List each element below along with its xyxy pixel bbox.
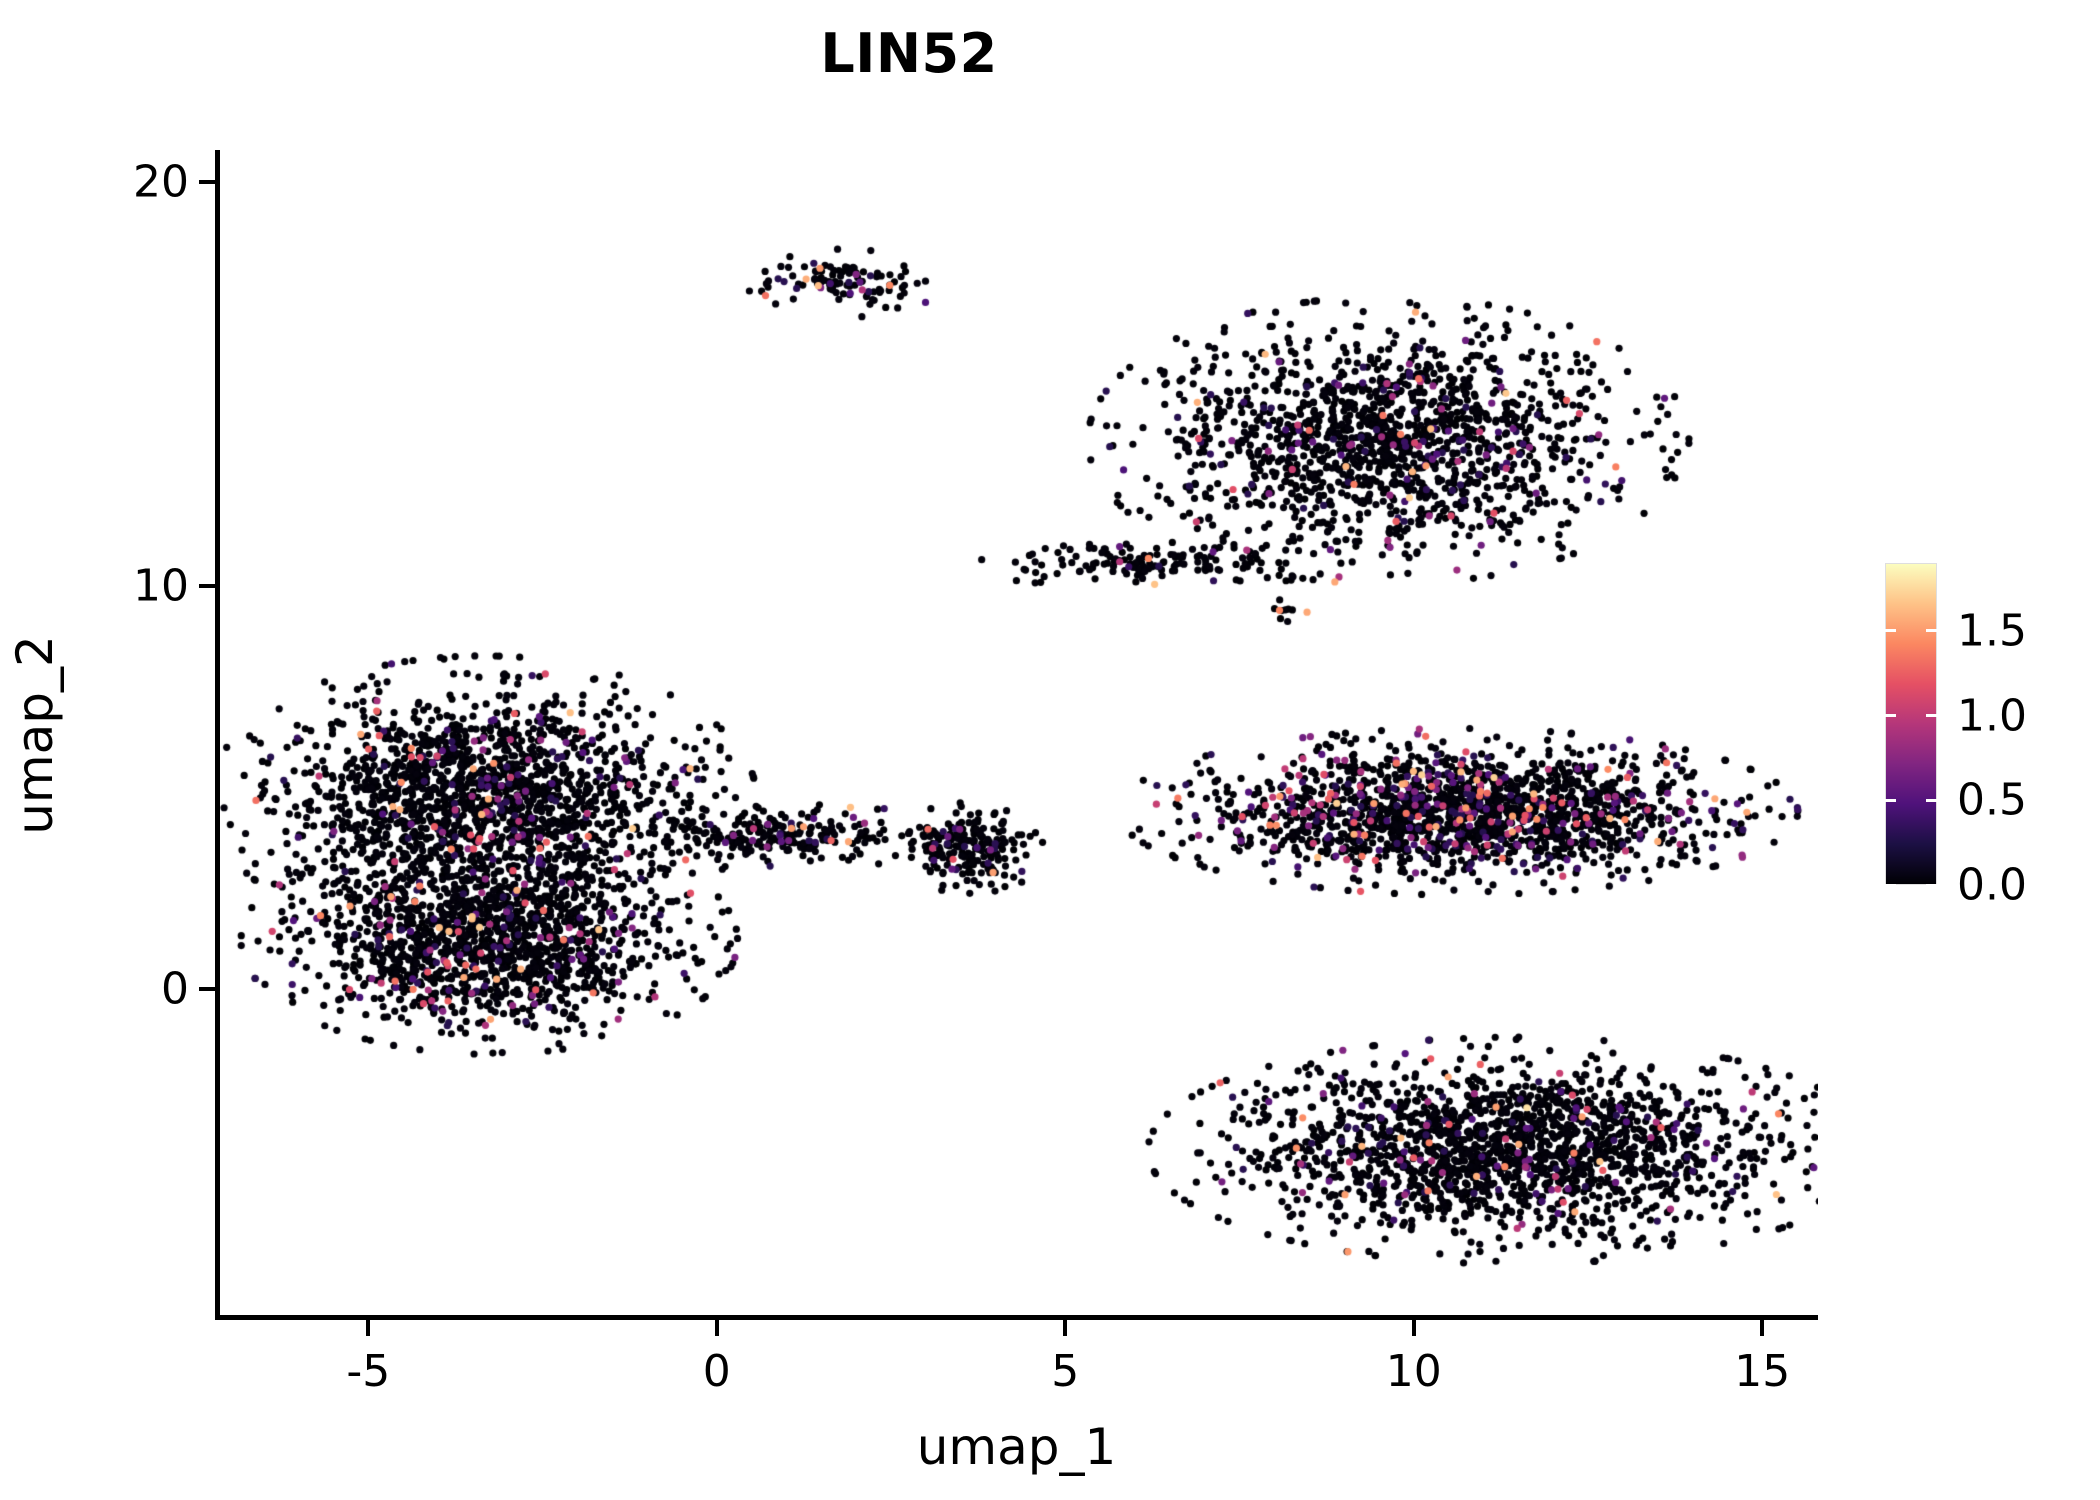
- plot-axes: 20 10 0 -5 0 5 10 15: [133, 150, 1818, 1397]
- x-tick-mark: [366, 1320, 371, 1336]
- colorbar-gradient: [1885, 563, 1937, 885]
- colorbar-tick-mark: [1926, 629, 1937, 633]
- colorbar-tick-mark: [1926, 883, 1937, 887]
- colorbar-tick-mark: [1926, 798, 1937, 802]
- scatter-plot-canvas: [220, 150, 1818, 1315]
- x-tick-label: 0: [702, 1346, 731, 1397]
- colorbar-tick-mark: [1885, 714, 1896, 718]
- x-tick-mark: [1063, 1320, 1068, 1336]
- x-tick-label: 15: [1734, 1346, 1791, 1397]
- x-tick-mark: [1411, 1320, 1416, 1336]
- colorbar-tick-mark: [1926, 714, 1937, 718]
- colorbar-tick-mark: [1885, 798, 1896, 802]
- y-tick-mark: [199, 583, 215, 588]
- x-tick-mark: [714, 1320, 719, 1336]
- y-axis-spine: [215, 150, 220, 1320]
- colorbar-tick-label: 1.5: [1957, 605, 2027, 657]
- y-axis-label: umap_2: [6, 635, 64, 835]
- y-tick-label: 20: [133, 156, 189, 208]
- x-axis-spine: [215, 1315, 1818, 1320]
- colorbar-tick-mark: [1885, 883, 1896, 887]
- y-tick-mark: [199, 987, 215, 992]
- x-tick-label: -5: [346, 1346, 391, 1397]
- y-tick-label: 0: [161, 963, 189, 1015]
- y-tick-label: 10: [133, 560, 189, 612]
- y-tick-mark: [199, 180, 215, 185]
- x-axis-label: umap_1: [916, 1418, 1117, 1476]
- colorbar-tick-label: 0.5: [1957, 774, 2027, 826]
- colorbar-tick-label: 1.0: [1957, 690, 2027, 742]
- x-tick-label: 5: [1051, 1346, 1080, 1397]
- page-title: LIN52: [820, 22, 998, 85]
- colorbar-tick-mark: [1885, 629, 1896, 633]
- x-tick-label: 10: [1385, 1346, 1442, 1397]
- x-tick-mark: [1760, 1320, 1765, 1336]
- colorbar-tick-label: 0.0: [1957, 859, 2027, 911]
